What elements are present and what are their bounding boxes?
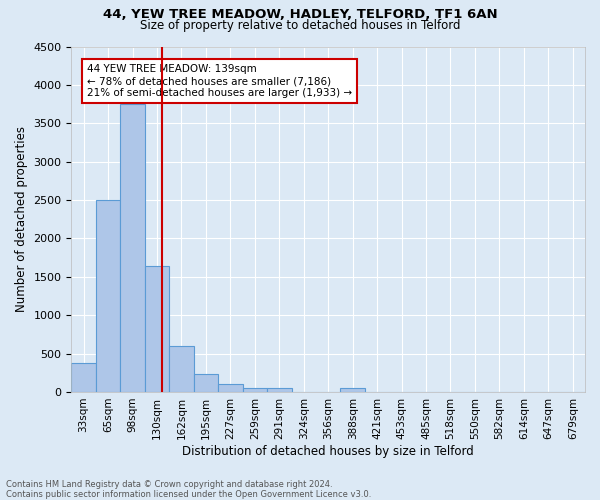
Bar — [145, 266, 169, 392]
Bar — [121, 104, 145, 392]
Text: Size of property relative to detached houses in Telford: Size of property relative to detached ho… — [140, 19, 460, 32]
Bar — [267, 388, 292, 392]
Bar — [96, 200, 121, 392]
Bar — [71, 363, 96, 392]
Y-axis label: Number of detached properties: Number of detached properties — [15, 126, 28, 312]
Text: 44 YEW TREE MEADOW: 139sqm
← 78% of detached houses are smaller (7,186)
21% of s: 44 YEW TREE MEADOW: 139sqm ← 78% of deta… — [87, 64, 352, 98]
Bar — [194, 374, 218, 392]
Bar — [169, 346, 194, 392]
Text: Contains HM Land Registry data © Crown copyright and database right 2024.
Contai: Contains HM Land Registry data © Crown c… — [6, 480, 371, 499]
X-axis label: Distribution of detached houses by size in Telford: Distribution of detached houses by size … — [182, 444, 474, 458]
Text: 44, YEW TREE MEADOW, HADLEY, TELFORD, TF1 6AN: 44, YEW TREE MEADOW, HADLEY, TELFORD, TF… — [103, 8, 497, 20]
Bar — [242, 388, 267, 392]
Bar — [218, 384, 242, 392]
Bar — [340, 388, 365, 392]
